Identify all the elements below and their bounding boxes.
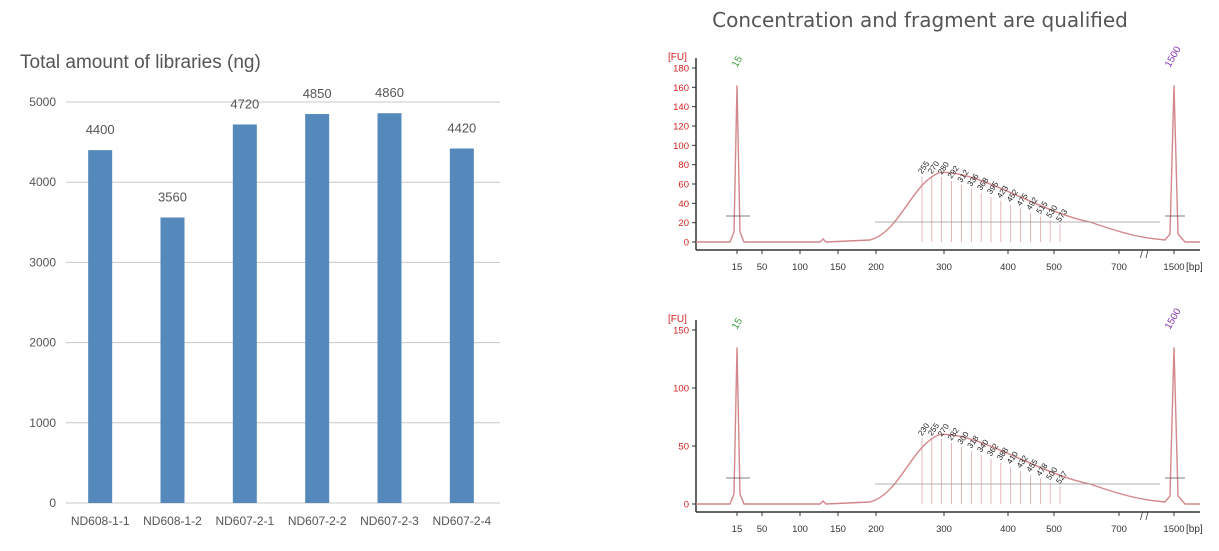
axis-break: / / bbox=[1140, 250, 1149, 261]
y-axis-label: [FU] bbox=[668, 314, 687, 325]
bar bbox=[232, 124, 257, 504]
y-tick-label: 0 bbox=[684, 238, 689, 249]
data-label: 4720 bbox=[230, 96, 259, 111]
x-tick-label: 500 bbox=[1046, 524, 1062, 535]
electropherogram-title: Concentration and fragment are qualified bbox=[712, 8, 1128, 32]
x-tick-label: ND607-2-2 bbox=[288, 514, 347, 528]
y-tick-label: 0 bbox=[49, 496, 56, 510]
x-tick-label: 500 bbox=[1046, 262, 1062, 273]
peak-label: 15 bbox=[730, 54, 745, 70]
x-tick-label: 100 bbox=[792, 524, 808, 535]
data-label: 4420 bbox=[447, 121, 476, 136]
data-label: 4400 bbox=[86, 122, 115, 137]
data-label: 4850 bbox=[303, 86, 332, 101]
y-tick-label: 40 bbox=[678, 199, 689, 210]
peak-label: 1500 bbox=[1163, 306, 1184, 331]
y-tick-label: 160 bbox=[673, 83, 689, 94]
y-tick-label: 150 bbox=[673, 326, 689, 337]
data-label: 3560 bbox=[158, 189, 187, 204]
y-tick-label: 4000 bbox=[29, 175, 56, 189]
x-tick-label: ND608-1-1 bbox=[71, 514, 130, 528]
y-axis-label: [FU] bbox=[668, 52, 687, 63]
y-tick-label: 0 bbox=[684, 500, 689, 511]
y-tick-label: 80 bbox=[678, 160, 689, 171]
x-tick-label: ND608-1-2 bbox=[143, 514, 202, 528]
trace-line bbox=[696, 85, 1200, 243]
x-tick-label: 200 bbox=[868, 262, 884, 273]
peak-label: 15 bbox=[730, 316, 745, 332]
y-tick-label: 2000 bbox=[29, 336, 56, 350]
x-tick-label: 200 bbox=[868, 524, 884, 535]
y-tick-label: 20 bbox=[678, 218, 689, 229]
x-tick-label: ND607-2-4 bbox=[432, 514, 491, 528]
x-tick-label: 1500 bbox=[1163, 524, 1184, 535]
x-tick-label: 150 bbox=[830, 524, 846, 535]
x-tick-label: 15 bbox=[732, 262, 743, 273]
y-tick-label: 5000 bbox=[29, 95, 56, 109]
bar bbox=[160, 217, 185, 503]
x-tick-label: 150 bbox=[830, 262, 846, 273]
x-tick-label: ND607-2-1 bbox=[215, 514, 274, 528]
peak-label: 1500 bbox=[1163, 44, 1184, 69]
bar bbox=[88, 150, 113, 503]
bar bbox=[449, 148, 474, 504]
y-tick-label: 180 bbox=[673, 64, 689, 75]
axis-break: / / bbox=[1140, 512, 1149, 523]
x-tick-label: 15 bbox=[732, 524, 743, 535]
bar bbox=[305, 114, 330, 503]
y-tick-label: 100 bbox=[673, 141, 689, 152]
y-tick-label: 50 bbox=[678, 442, 689, 453]
x-tick-label: 300 bbox=[936, 524, 952, 535]
bar bbox=[377, 113, 402, 503]
x-tick-label: 50 bbox=[757, 524, 768, 535]
x-tick-label: 700 bbox=[1111, 262, 1127, 273]
x-axis-label: [bp] bbox=[1186, 524, 1203, 535]
x-tick-label: 400 bbox=[1000, 262, 1016, 273]
x-tick-label: ND607-2-3 bbox=[360, 514, 419, 528]
bar-chart-title: Total amount of libraries (ng) bbox=[20, 52, 261, 73]
x-tick-label: 50 bbox=[757, 262, 768, 273]
x-tick-label: 400 bbox=[1000, 524, 1016, 535]
y-tick-label: 60 bbox=[678, 180, 689, 191]
data-label: 4860 bbox=[375, 85, 404, 100]
bar-chart-y-ticks: 0 1000 2000 3000 4000 5000 bbox=[29, 95, 56, 510]
y-tick-label: 120 bbox=[673, 122, 689, 133]
bar-chart-x-ticks: ND608-1-1 ND608-1-2 ND607-2-1 ND607-2-2 ND60… bbox=[71, 514, 492, 528]
x-tick-label: 1500 bbox=[1163, 262, 1184, 273]
x-tick-label: 100 bbox=[792, 262, 808, 273]
x-axis-label: [bp] bbox=[1186, 262, 1203, 273]
electropherogram-1: [FU] [bp] 0 20 40 60 80 100 120 140 160 180 15 50 100 1… bbox=[668, 44, 1203, 273]
y-tick-label: 140 bbox=[673, 102, 689, 113]
bar-chart-data-labels: 4400 3560 4720 4850 4860 4420 bbox=[86, 85, 477, 204]
bar-chart-gridlines bbox=[66, 101, 500, 504]
bar-chart-bars bbox=[88, 113, 474, 504]
electropherogram-2: [FU] [bp] 0 50 100 150 15 50 100 150 200 300 400 500 7… bbox=[668, 306, 1203, 535]
x-tick-label: 700 bbox=[1111, 524, 1127, 535]
x-tick-label: 300 bbox=[936, 262, 952, 273]
y-tick-label: 100 bbox=[673, 384, 689, 395]
y-tick-label: 3000 bbox=[29, 255, 56, 269]
library-amount-bar-chart: Total amount of libraries (ng) 0 1000 2000… bbox=[20, 52, 500, 528]
y-tick-label: 1000 bbox=[29, 416, 56, 430]
trace-line bbox=[696, 347, 1200, 505]
